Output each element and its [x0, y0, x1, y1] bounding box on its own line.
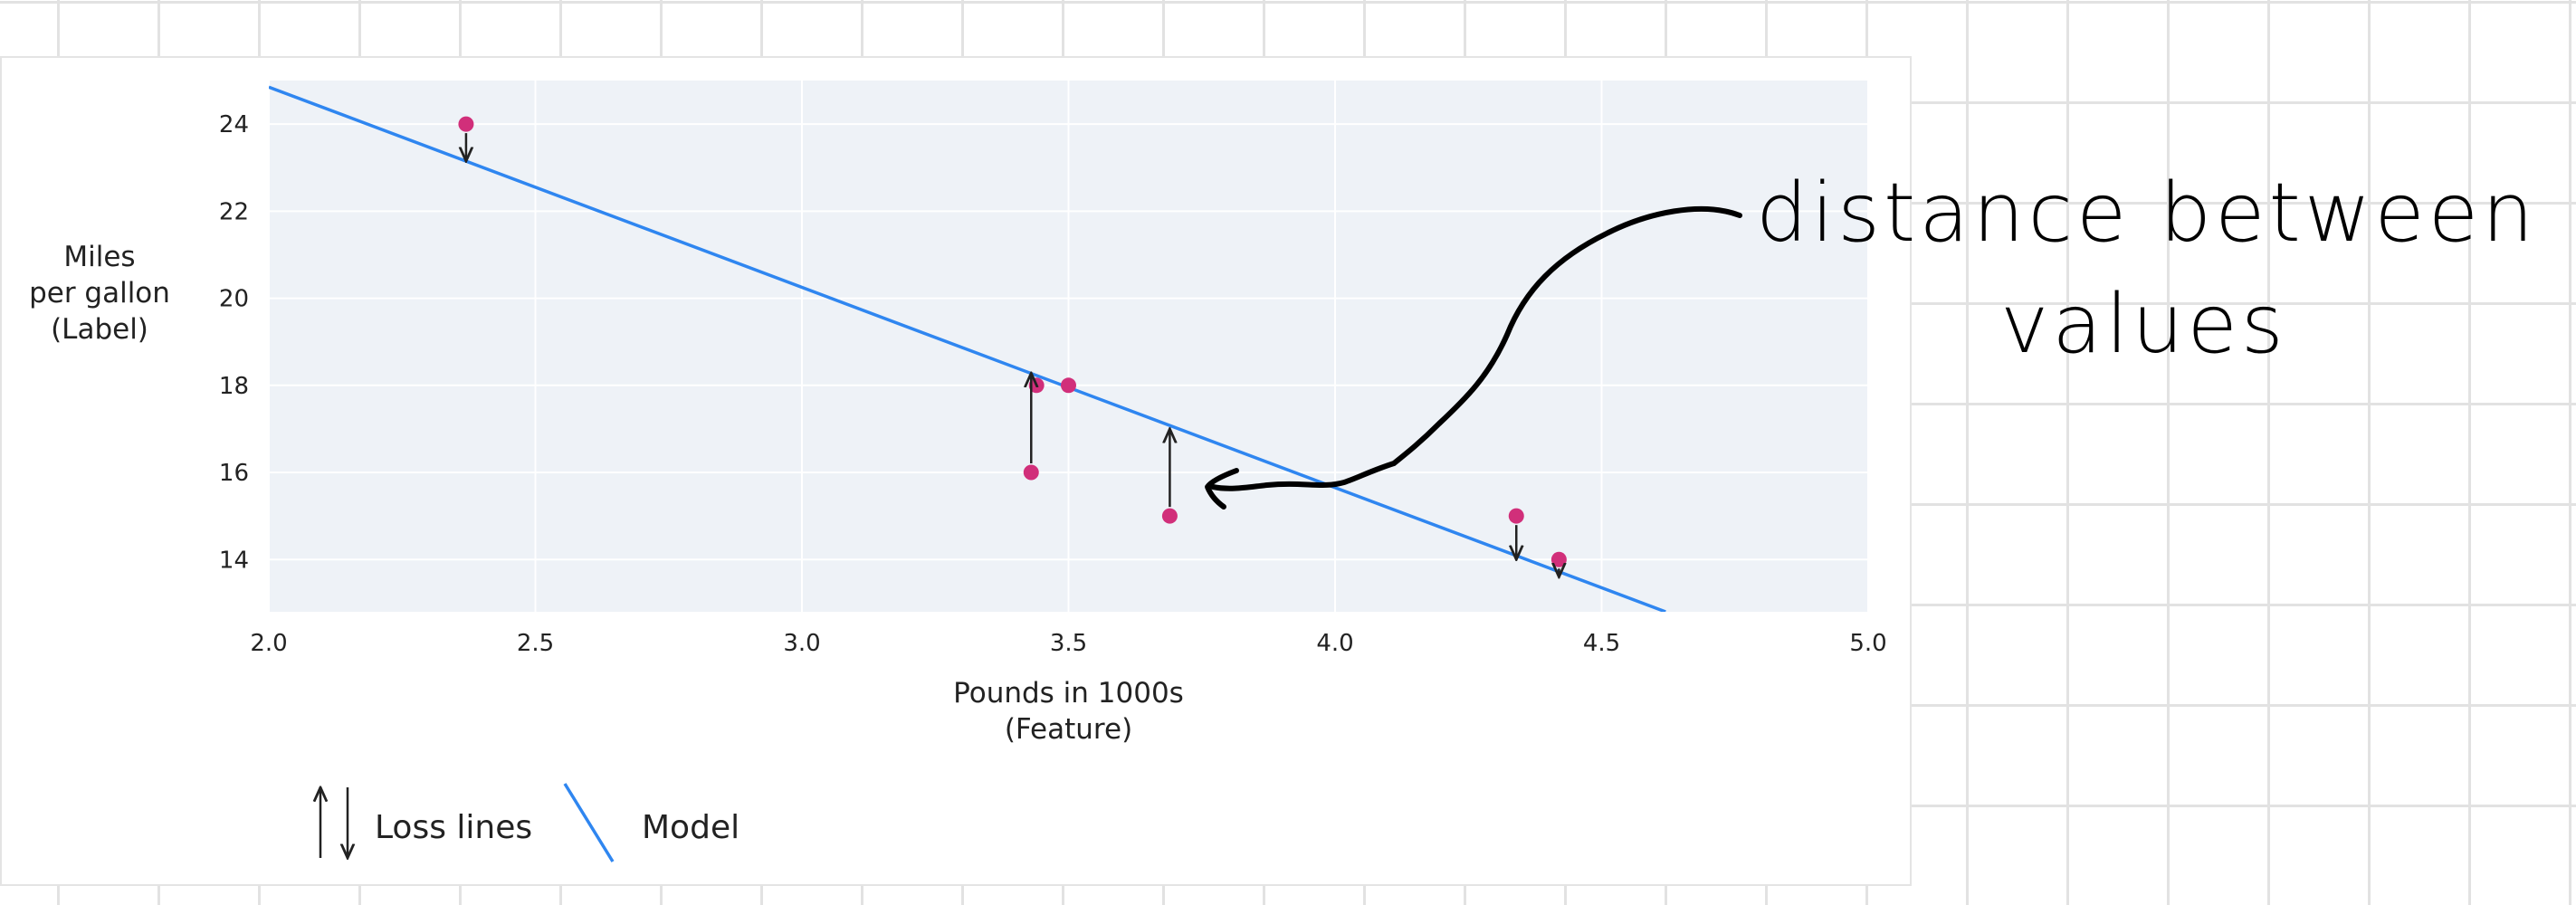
x-tick-label: 5.0	[1849, 630, 1886, 657]
y-axis-label-line: per gallon	[29, 277, 170, 310]
chart-figure: 2.0 2.5 3.0 3.5 4.0 4.5 5.0 14 16 18 20 22 24 Pounds …	[0, 56, 1912, 886]
y-axis-label-line: Miles	[63, 241, 135, 273]
x-axis-label-line: Pounds in 1000s	[953, 677, 1184, 710]
annotation-label: distance between values	[1756, 163, 2571, 376]
x-tick-label: 2.0	[250, 630, 287, 657]
y-tick-label: 14	[219, 547, 249, 574]
y-tick-label: 16	[219, 460, 249, 487]
y-tick-label: 24	[219, 111, 249, 138]
x-tick-label: 2.5	[517, 630, 554, 657]
x-axis-label: Pounds in 1000s (Feature)	[953, 677, 1184, 746]
x-axis-label-line: (Feature)	[1005, 713, 1132, 746]
y-axis-label-line: (Label)	[51, 313, 148, 346]
scatter-plot: 2.0 2.5 3.0 3.5 4.0 4.5 5.0 14 16 18 20 22 24 Pounds …	[29, 81, 1887, 862]
data-point	[1550, 551, 1567, 567]
annotation-line-1: distance between	[1756, 166, 2538, 261]
model-line	[269, 85, 1666, 612]
legend-model-label: Model	[642, 809, 739, 846]
legend-loss-label: Loss lines	[375, 809, 532, 846]
data-point	[1161, 508, 1178, 524]
data-point	[1023, 464, 1039, 481]
annotation-line-2: values	[2000, 276, 2287, 372]
x-tick-label: 3.0	[783, 630, 820, 657]
data-point	[1061, 377, 1076, 394]
data-point	[458, 116, 474, 132]
x-tick-label: 3.5	[1050, 630, 1087, 657]
legend-model-line	[563, 783, 615, 862]
x-tick-label: 4.0	[1316, 630, 1353, 657]
y-axis-label: Miles per gallon (Label)	[29, 241, 170, 346]
data-point	[1508, 508, 1524, 524]
x-tick-label: 4.5	[1583, 630, 1620, 657]
y-tick-label: 18	[219, 373, 249, 400]
y-tick-label: 22	[219, 198, 249, 225]
y-tick-label: 20	[219, 286, 249, 313]
